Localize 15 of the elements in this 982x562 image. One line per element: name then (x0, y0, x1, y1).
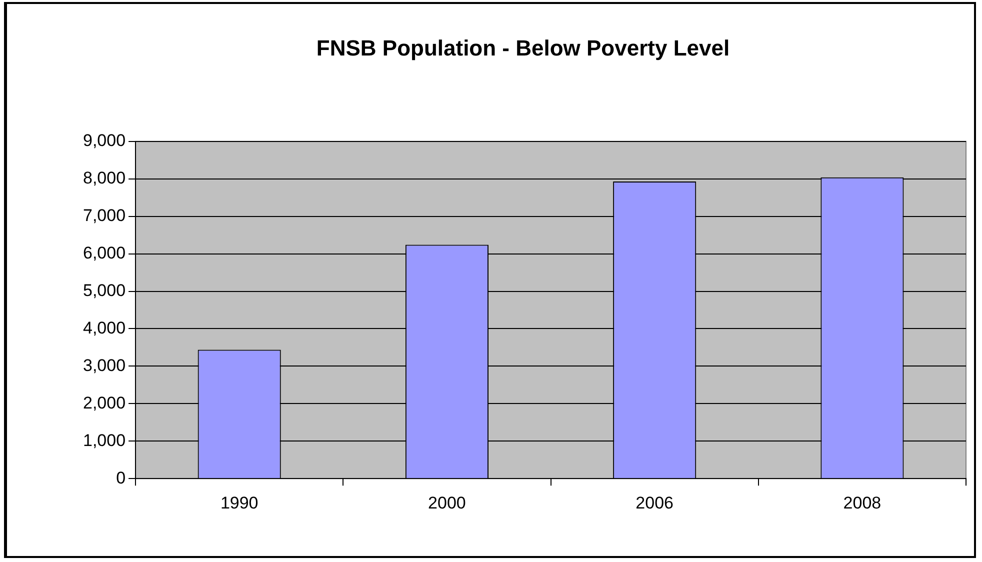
y-tick-label: 6,000 (82, 243, 126, 262)
y-tick-label: 5,000 (82, 280, 126, 300)
y-tick-label: 4,000 (82, 318, 126, 338)
x-tick-label: 1990 (220, 493, 258, 512)
x-tick-label: 2008 (843, 493, 882, 512)
y-tick-label: 9,000 (82, 131, 126, 150)
y-tick-label: 2,000 (82, 393, 126, 412)
y-tick-label: 8,000 (82, 168, 126, 188)
y-tick-label: 7,000 (82, 206, 126, 226)
x-tick-label: 2006 (636, 493, 674, 512)
y-tick-label: 3,000 (82, 356, 126, 375)
y-tick-label: 0 (116, 468, 126, 488)
y-tick-label: 1,000 (82, 430, 126, 450)
x-tick-label: 2000 (428, 493, 466, 512)
chart-title: FNSB Population - Below Poverty Level (316, 35, 730, 60)
